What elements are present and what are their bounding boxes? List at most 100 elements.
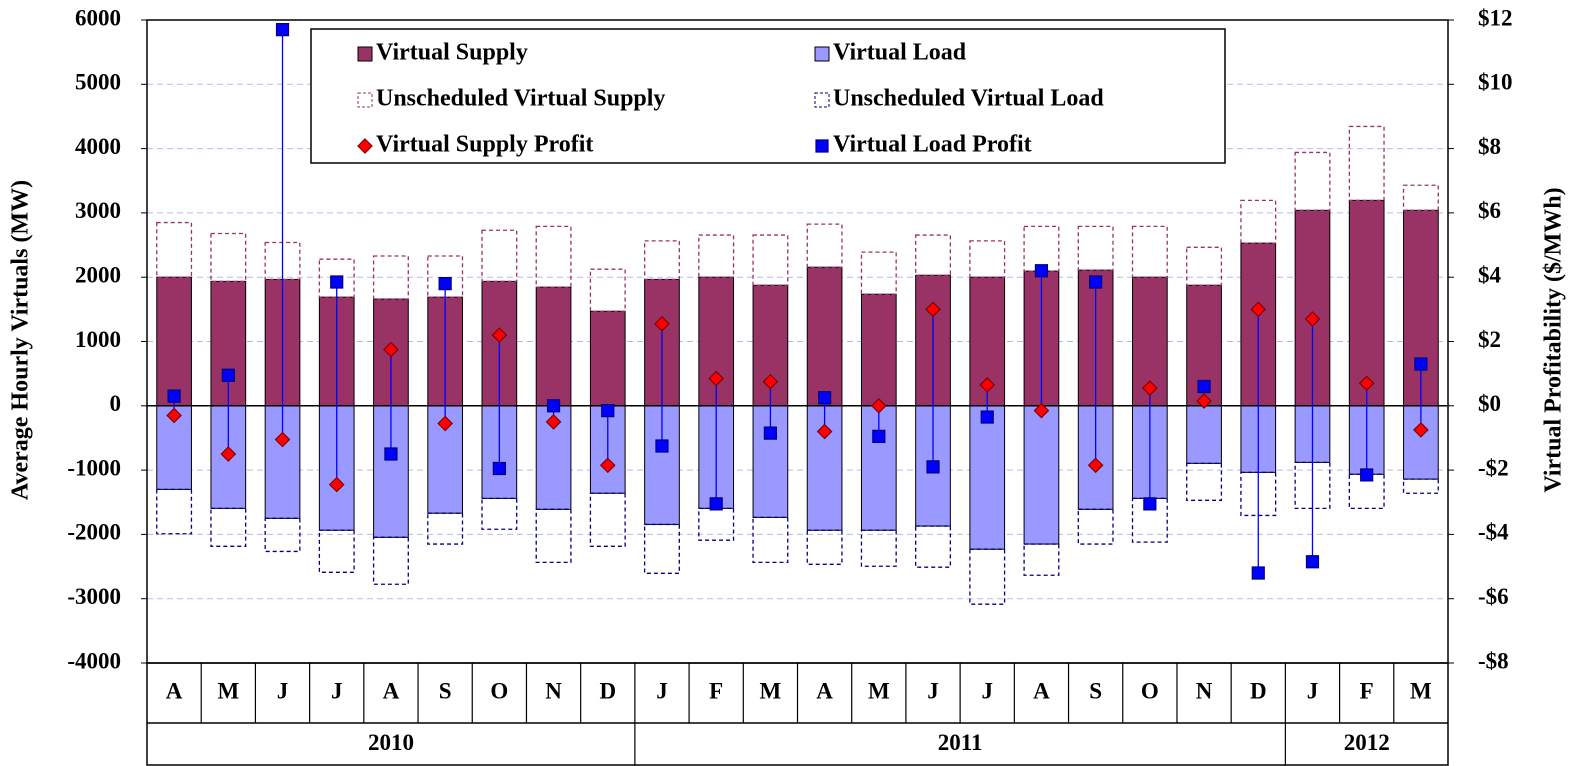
diamond-marker bbox=[328, 476, 345, 493]
y-tick-label: 4000 bbox=[75, 134, 121, 159]
x-tick-label: J bbox=[277, 678, 289, 703]
bar bbox=[1348, 199, 1385, 407]
y-axis-label: Average Hourly Virtuals (MW) bbox=[8, 180, 34, 500]
bar bbox=[969, 405, 1006, 550]
unscheduled-bar bbox=[589, 492, 626, 547]
legend-swatch bbox=[814, 46, 830, 62]
legend-label: Virtual Load Profit bbox=[833, 132, 1032, 158]
diamond-marker bbox=[1413, 422, 1429, 438]
x-tick-label: D bbox=[1250, 678, 1267, 703]
unscheduled-bar bbox=[1348, 125, 1385, 202]
square-marker bbox=[384, 447, 398, 461]
square-marker bbox=[1143, 497, 1157, 511]
square-marker bbox=[763, 426, 777, 440]
legend-swatch bbox=[357, 46, 373, 62]
unscheduled-bar bbox=[969, 240, 1006, 278]
unscheduled-bar bbox=[535, 508, 572, 564]
unscheduled-bar bbox=[698, 507, 735, 541]
diamond-marker bbox=[1087, 457, 1104, 474]
bar bbox=[1023, 405, 1060, 545]
y2-tick-label: -$8 bbox=[1478, 648, 1509, 673]
x-tick-label: J bbox=[981, 678, 993, 703]
x-tick-label: J bbox=[656, 678, 668, 703]
diamond-marker bbox=[1033, 402, 1050, 419]
diamond-marker bbox=[870, 397, 887, 414]
legend-box bbox=[310, 28, 1226, 164]
square-marker bbox=[872, 429, 886, 443]
unscheduled-bar bbox=[481, 229, 518, 283]
unscheduled-bar bbox=[372, 255, 409, 300]
diamond-marker bbox=[383, 341, 399, 358]
x-tick-label: N bbox=[1196, 678, 1213, 703]
diamond-marker bbox=[166, 407, 182, 424]
square-marker bbox=[221, 368, 235, 382]
y-tick-label: 2000 bbox=[75, 262, 121, 287]
x-tick-label: J bbox=[927, 678, 939, 703]
x-tick-label: A bbox=[166, 678, 183, 703]
y-tick-label: 3000 bbox=[75, 198, 121, 223]
y2-axis-label: Virtual Profitability ($/MWh) bbox=[1541, 187, 1567, 492]
diamond-marker bbox=[274, 431, 291, 448]
y2-tick-label: -$2 bbox=[1478, 455, 1509, 480]
unscheduled-bar bbox=[1186, 462, 1223, 501]
x-tick-label: M bbox=[868, 678, 890, 703]
unscheduled-bar bbox=[1240, 199, 1277, 244]
square-marker bbox=[980, 410, 994, 424]
unscheduled-bar bbox=[372, 536, 409, 585]
unscheduled-bar bbox=[915, 525, 952, 568]
unscheduled-bar bbox=[698, 234, 735, 278]
square-marker bbox=[275, 23, 290, 37]
legend-label: Virtual Supply Profit bbox=[376, 132, 593, 158]
y2-tick-label: $0 bbox=[1478, 391, 1501, 416]
unscheduled-bar bbox=[969, 548, 1006, 605]
diamond-marker bbox=[1142, 380, 1158, 396]
bar bbox=[156, 276, 192, 407]
unscheduled-bar bbox=[1131, 225, 1168, 278]
legend-label: Unscheduled Virtual Supply bbox=[376, 86, 665, 112]
square-marker bbox=[818, 391, 832, 405]
square-marker bbox=[601, 404, 615, 418]
x-tick-label: J bbox=[1307, 678, 1319, 703]
unscheduled-bar bbox=[752, 234, 789, 286]
square-marker bbox=[492, 461, 506, 476]
diamond-marker bbox=[220, 446, 237, 462]
unscheduled-bar bbox=[806, 529, 843, 565]
square-marker bbox=[926, 460, 940, 474]
square-marker bbox=[438, 277, 452, 291]
bar bbox=[860, 293, 897, 407]
square-marker bbox=[1034, 264, 1049, 278]
unscheduled-bar bbox=[156, 488, 193, 535]
square-marker bbox=[330, 275, 344, 289]
y2-tick-label: -$6 bbox=[1478, 584, 1509, 609]
unscheduled-bar bbox=[1186, 246, 1223, 286]
unscheduled-bar bbox=[427, 512, 464, 545]
unscheduled-bar bbox=[643, 523, 680, 574]
unscheduled-bar bbox=[264, 517, 301, 553]
unscheduled-bar bbox=[318, 529, 355, 573]
square-marker bbox=[709, 497, 723, 511]
diamond-marker bbox=[599, 457, 616, 474]
y-tick-label: -3000 bbox=[67, 584, 121, 609]
x-tick-label: F bbox=[709, 678, 723, 703]
diamond-marker bbox=[816, 423, 833, 440]
unscheduled-bar bbox=[535, 225, 572, 288]
y2-tick-label: $2 bbox=[1478, 327, 1501, 352]
x-tick-label: A bbox=[383, 678, 400, 703]
square-marker bbox=[1251, 566, 1265, 580]
unscheduled-bar bbox=[210, 507, 247, 547]
unscheduled-bar bbox=[643, 240, 680, 281]
x-tick-label: J bbox=[331, 678, 343, 703]
diamond-marker bbox=[1304, 311, 1321, 327]
x-tick-label: A bbox=[816, 678, 833, 703]
x-tick-label: F bbox=[1360, 678, 1374, 703]
unscheduled-bar bbox=[1077, 508, 1114, 545]
unscheduled-bar bbox=[915, 234, 952, 276]
x-tick-label: S bbox=[439, 678, 452, 703]
y-tick-label: 6000 bbox=[75, 5, 121, 30]
y2-tick-label: $10 bbox=[1478, 70, 1513, 95]
legend-label: Virtual Load bbox=[833, 40, 967, 66]
y-tick-label: -4000 bbox=[67, 648, 121, 673]
unscheduled-bar bbox=[860, 529, 897, 567]
x-tick-label: D bbox=[599, 678, 616, 703]
